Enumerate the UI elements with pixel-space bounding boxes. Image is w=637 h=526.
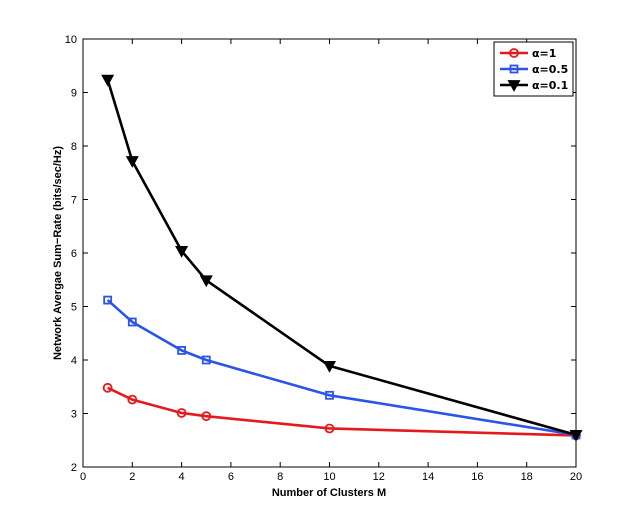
series-1-point xyxy=(201,355,211,365)
series-0-point xyxy=(102,382,113,393)
series-0-point xyxy=(176,408,187,418)
series-2-point xyxy=(101,74,115,87)
series-1-point xyxy=(127,317,137,327)
series-2-point xyxy=(125,156,139,168)
y-tick-label: 3 xyxy=(71,409,77,421)
y-tick-label: 2 xyxy=(71,462,77,474)
series-2-line xyxy=(106,79,577,437)
x-tick-label: 4 xyxy=(179,471,185,483)
legend-swatch-marker xyxy=(509,48,519,58)
legend-swatch-marker xyxy=(507,80,521,92)
series-0-point xyxy=(201,411,212,422)
x-tick-label: 18 xyxy=(521,471,533,483)
series-1-point xyxy=(325,390,334,400)
x-tick-label: 16 xyxy=(471,471,483,483)
series-0-point xyxy=(324,423,335,434)
y-tick-label: 8 xyxy=(71,141,77,153)
x-tick-label: 6 xyxy=(228,471,234,483)
y-tick-label: 7 xyxy=(71,195,77,207)
series-2-point xyxy=(175,245,189,258)
plot-area xyxy=(82,38,577,468)
y-tick-label: 5 xyxy=(71,302,77,314)
x-tick-label: 8 xyxy=(277,471,283,483)
x-axis-label: Number of Clusters M xyxy=(272,487,386,499)
legend: α=1 α=0.5 α=0.1 xyxy=(493,41,574,97)
legend-label: α=0.5 xyxy=(532,63,568,76)
legend-swatch-marker xyxy=(509,64,519,74)
series-2-point xyxy=(199,275,213,288)
x-tick-label: 0 xyxy=(80,471,86,483)
series-0-point xyxy=(127,394,138,405)
y-tick-label: 10 xyxy=(65,34,77,46)
x-tick-label: 14 xyxy=(422,471,434,483)
x-tick-label: 2 xyxy=(129,471,135,483)
y-tick-label: 9 xyxy=(71,88,77,100)
series-1-point xyxy=(177,345,187,355)
x-tick-label: 10 xyxy=(323,471,335,483)
x-tick-label: 20 xyxy=(570,471,582,483)
series-1-point xyxy=(103,295,113,305)
y-tick-label: 6 xyxy=(71,248,77,260)
legend-label: α=1 xyxy=(532,47,556,60)
series-markers xyxy=(101,74,583,442)
series-2-point xyxy=(322,360,337,373)
series-2-point xyxy=(569,429,583,442)
y-axis-label: Network Avergae Sum−Rate (bits/sec/Hz) xyxy=(52,146,64,360)
y-tick-label: 4 xyxy=(71,355,77,367)
x-tick-label: 12 xyxy=(373,471,385,483)
legend-label: α=0.1 xyxy=(532,79,568,92)
